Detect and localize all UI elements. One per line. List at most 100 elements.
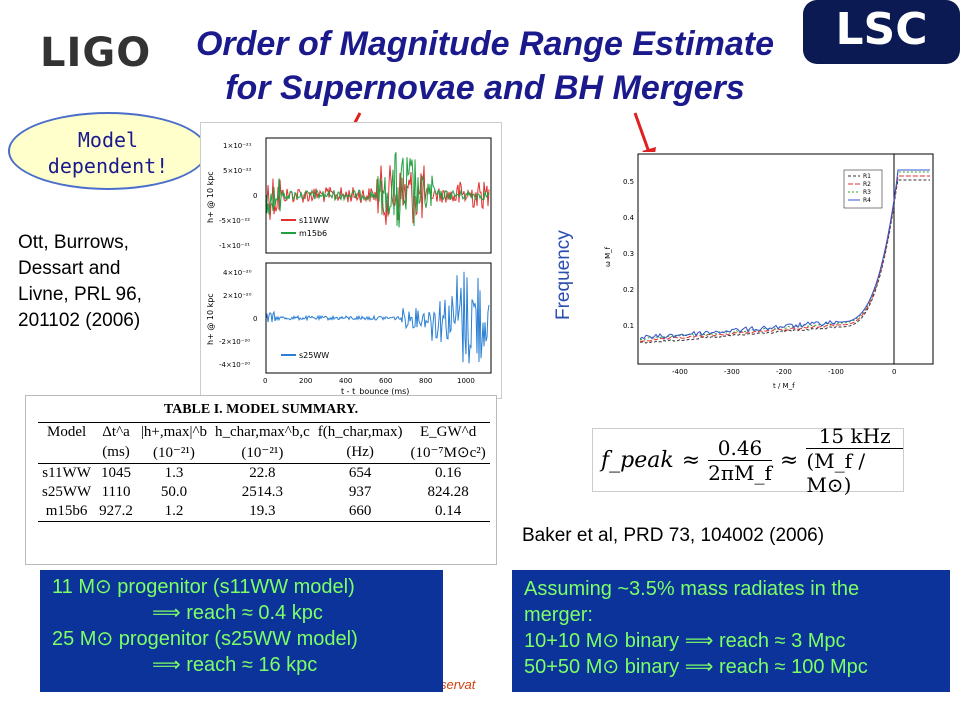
table-cell: 937	[348, 484, 372, 500]
freq-ylabel: ω M_f	[604, 246, 612, 267]
title-line-1: Order of Magnitude Range Estimate	[195, 25, 775, 63]
table-header: |h+,max|^b	[140, 424, 207, 440]
model-summary-table-figure: TABLE I. MODEL SUMMARY. Model Δt^a |h+,m…	[25, 395, 497, 565]
bottom-ytick: 0	[253, 315, 257, 323]
bottom-xtick: 800	[419, 377, 432, 385]
formula-fraction-1: 0.46 2πM_f	[708, 436, 772, 485]
legend-label-r4: R4	[863, 197, 871, 204]
arrow-right	[633, 112, 652, 156]
supernova-waveform-figure: 1×10⁻²¹ 5×10⁻²² 0 -5×10⁻²² -1×10⁻²¹ h+ @…	[200, 122, 502, 399]
legend-label-r3: R3	[863, 189, 871, 196]
table-header: Model	[46, 424, 87, 440]
bottom-ytick: -4×10⁻²⁰	[219, 361, 250, 369]
table-cell: 1.2	[164, 503, 184, 519]
fraction-numerator: 0.46	[717, 435, 763, 460]
table-cell: s11WW	[42, 465, 91, 481]
citation-baker: Baker et al, PRD 73, 104002 (2006)	[522, 525, 825, 546]
fraction-denominator: (M_f / M⊙)	[806, 447, 903, 497]
citation-line: Dessart and	[18, 258, 121, 279]
citation-line: Livne, PRL 96,	[18, 284, 142, 305]
bottom-xtick: 1000	[457, 377, 475, 385]
reach-line: 11 M⊙ progenitor (s11WW model)	[52, 576, 355, 598]
table-cell: 824.28	[427, 484, 469, 500]
reach-line: 10+10 M⊙ binary ⟹ reach ≈ 3 Mpc	[524, 630, 846, 652]
table-row: s25WW 1110 50.0 2514.3 937 824.28	[38, 483, 490, 502]
model-dependent-callout: Model dependent!	[8, 112, 208, 190]
reach-line: merger:	[524, 604, 593, 626]
legend-label-r2: R2	[863, 181, 871, 188]
freq-xtick: -200	[776, 368, 792, 376]
legend-label-s25ww: s25WW	[299, 351, 329, 360]
table-cell: 0.16	[434, 465, 462, 481]
r2-curve	[639, 175, 930, 342]
table-cell: s25WW	[42, 484, 92, 500]
bh-merger-reach-box: Assuming ~3.5% mass radiates in the merg…	[512, 570, 950, 692]
citation-line: Ott, Burrows,	[18, 232, 129, 253]
formula-approx: ≈	[681, 447, 701, 473]
table-cell: 1045	[101, 465, 132, 481]
s25ww-waveform	[266, 271, 490, 364]
freq-xtick: -400	[672, 368, 688, 376]
top-ytick: -5×10⁻²²	[219, 217, 250, 225]
fraction-numerator: 15 kHz	[818, 423, 891, 448]
frequency-svg: 0.1 0.2 0.3 0.4 0.5 -400 -300 -200 -100 …	[604, 153, 934, 390]
top-ytick: 0	[253, 192, 257, 200]
formula-lhs: f_peak	[601, 447, 674, 473]
legend-label-r1: R1	[863, 173, 871, 180]
top-ytick: -1×10⁻²¹	[219, 242, 250, 250]
top-ylabel: h+ @ 10 kpc	[206, 171, 215, 223]
bottom-xtick: 200	[299, 377, 312, 385]
fraction-denominator: 2πM_f	[708, 459, 772, 485]
freq-xtick: 0	[892, 368, 896, 376]
table-cell: 1.3	[164, 465, 184, 481]
freq-ytick: 0.2	[623, 286, 634, 294]
table-unit: (Hz)	[346, 444, 374, 460]
slide-title: Order of Magnitude Range Estimate for Su…	[130, 22, 840, 110]
table-cell: m15b6	[45, 503, 88, 519]
table-header: Δt^a	[102, 424, 130, 440]
table-cell: 19.3	[249, 503, 276, 519]
lsc-logo: LSC	[803, 0, 960, 64]
reach-line: 25 M⊙ progenitor (s25WW model)	[52, 628, 358, 650]
freq-panel-frame	[637, 153, 934, 365]
ligo-logo: LIGO	[40, 30, 152, 76]
peak-frequency-formula: f_peak ≈ 0.46 2πM_f ≈ 15 kHz (M_f / M⊙)	[592, 424, 904, 497]
table-unit: (10⁻⁷M⊙c²)	[410, 445, 486, 461]
waveform-svg: 1×10⁻²¹ 5×10⁻²² 0 -5×10⁻²² -1×10⁻²¹ h+ @…	[206, 137, 492, 396]
freq-xtick: -100	[828, 368, 844, 376]
reach-line: ⟹ reach ≈ 16 kpc	[152, 654, 318, 676]
table-cell: 2514.3	[241, 484, 283, 500]
table-unit: (ms)	[102, 444, 130, 460]
citation-line: 201102 (2006)	[18, 310, 141, 331]
table-unit	[38, 442, 95, 464]
callout-line-1: Model	[77, 128, 139, 152]
title-line-2: for Supernovae and BH Mergers	[225, 69, 745, 107]
r4-curve	[639, 169, 930, 340]
freq-xtick: -300	[724, 368, 740, 376]
bottom-xtick: 600	[379, 377, 392, 385]
freq-ytick: 0.3	[623, 250, 634, 258]
reach-line: ⟹ reach ≈ 0.4 kpc	[152, 602, 323, 624]
reach-line: Assuming ~3.5% mass radiates in the	[524, 578, 860, 600]
model-summary-table: Model Δt^a |h+,max|^b h_char,max^b,c f(h…	[38, 422, 490, 522]
freq-ytick: 0.5	[623, 178, 634, 186]
bottom-xtick: 0	[263, 377, 267, 385]
reach-line: 50+50 M⊙ binary ⟹ reach ≈ 100 Mpc	[524, 656, 868, 678]
bottom-ytick: -2×10⁻²⁰	[219, 338, 250, 346]
table-cell: 50.0	[160, 484, 188, 500]
table-title: TABLE I. MODEL SUMMARY.	[163, 402, 359, 417]
freq-ytick: 0.1	[623, 322, 634, 330]
bottom-xtick: 400	[339, 377, 352, 385]
table-header: f(h_char,max)	[317, 424, 403, 440]
table-unit: (10⁻²¹)	[241, 445, 284, 461]
bottom-ytick: 4×10⁻²⁰	[223, 269, 252, 277]
legend-label-s11ww: s11WW	[299, 216, 329, 225]
top-ytick: 1×10⁻²¹	[223, 142, 252, 150]
bh-frequency-figure: 0.1 0.2 0.3 0.4 0.5 -400 -300 -200 -100 …	[598, 152, 938, 394]
freq-xlabel: t / M_f	[773, 382, 795, 390]
frequency-label: Frequency	[553, 230, 574, 320]
frequency-label-wrap: Frequency	[553, 230, 583, 350]
table-cell: 0.14	[434, 503, 462, 519]
freq-ytick: 0.4	[623, 214, 635, 222]
table-cell: 927.2	[99, 503, 133, 519]
